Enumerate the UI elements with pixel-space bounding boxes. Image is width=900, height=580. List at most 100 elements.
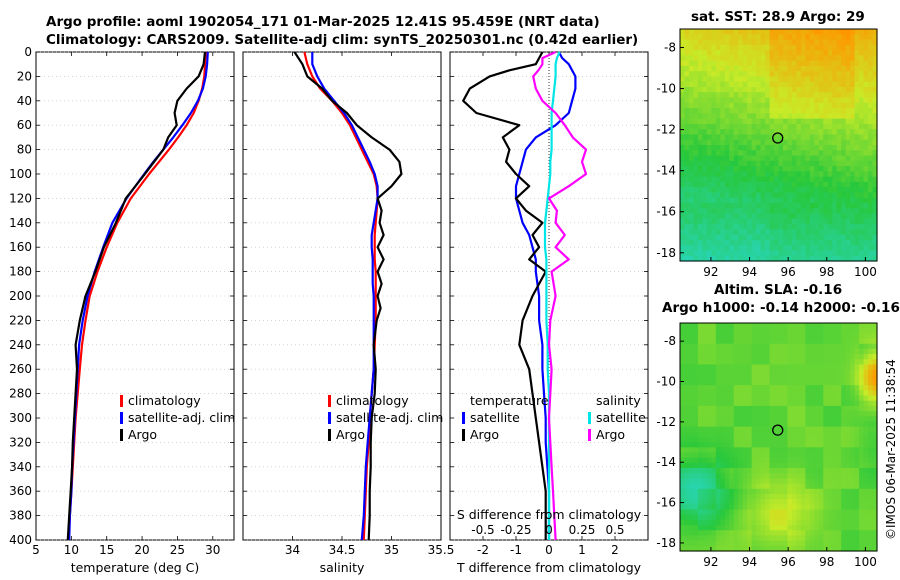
- map-cell: [720, 478, 726, 485]
- map-cell: [693, 192, 699, 199]
- map-cell: [823, 65, 829, 72]
- map-cell: [702, 400, 708, 407]
- map-cell: [854, 468, 860, 474]
- map-cell: [854, 426, 860, 433]
- map-cell: [859, 411, 865, 417]
- map-cell: [724, 333, 730, 340]
- map-cell: [711, 97, 717, 104]
- map-cell: [715, 176, 721, 183]
- map-cell: [823, 50, 829, 56]
- map-cell: [702, 421, 708, 428]
- map-cell: [684, 369, 690, 376]
- map-cell: [760, 134, 766, 141]
- map-cell: [800, 92, 806, 99]
- map-cell: [769, 535, 775, 542]
- map-cell: [711, 81, 717, 88]
- map-cell: [796, 535, 802, 542]
- map-cell: [796, 255, 802, 262]
- map-cell: [805, 229, 811, 236]
- x-tick-label: 94: [742, 265, 757, 279]
- map-cell: [872, 102, 878, 109]
- map-cell: [872, 245, 878, 252]
- map-cell: [733, 139, 739, 146]
- map-cell: [778, 108, 784, 114]
- map-cell: [778, 213, 784, 220]
- map-cell: [805, 359, 811, 366]
- map-cell: [729, 218, 735, 225]
- map-cell: [706, 421, 712, 428]
- map-cell: [814, 197, 820, 204]
- map-cell: [845, 359, 851, 366]
- map-cell: [738, 171, 744, 178]
- map-cell: [724, 81, 730, 88]
- map-cell: [778, 192, 784, 199]
- map-cell: [872, 514, 878, 521]
- map-cell: [769, 139, 775, 146]
- map-cell: [863, 447, 869, 454]
- map-cell: [711, 250, 717, 257]
- x-tick-label: 35: [384, 543, 399, 557]
- map-cell: [782, 224, 789, 230]
- map-cell: [832, 97, 838, 104]
- map-cell: [863, 65, 869, 72]
- map-cell: [827, 234, 833, 241]
- map-cell: [751, 514, 757, 521]
- map-cell: [778, 390, 784, 397]
- map-cell: [747, 108, 753, 114]
- map-cell: [863, 203, 869, 209]
- map-cell: [702, 71, 708, 78]
- map-cell: [769, 499, 775, 505]
- map-cell: [711, 55, 717, 62]
- map-cell: [697, 519, 703, 526]
- map-cell: [715, 102, 721, 109]
- map-cell: [796, 333, 802, 340]
- map-cell: [774, 102, 780, 109]
- map-cell: [733, 447, 739, 454]
- map-cell: [733, 34, 739, 41]
- map-cell: [832, 29, 838, 35]
- map-cell: [841, 364, 847, 371]
- map-cell: [706, 160, 712, 167]
- map-cell: [800, 545, 806, 552]
- map-cell: [850, 102, 856, 109]
- map-cell: [787, 145, 793, 151]
- map-cell: [715, 81, 721, 88]
- map-cell: [688, 218, 695, 225]
- map-cell: [680, 218, 686, 225]
- map-cell: [796, 437, 802, 443]
- map-cell: [706, 411, 712, 417]
- map-cell: [859, 92, 865, 99]
- map-cell: [800, 416, 806, 423]
- map-cell: [769, 405, 775, 412]
- map-cell: [693, 250, 699, 257]
- map-cell: [818, 150, 824, 157]
- map-cell: [756, 150, 762, 157]
- map-cell: [711, 171, 717, 178]
- map-cell: [787, 65, 793, 72]
- series-line-t-satellite: [514, 51, 577, 540]
- map-cell: [841, 535, 847, 542]
- map-cell: [742, 139, 748, 146]
- map-cell: [729, 499, 735, 505]
- map-cell: [872, 97, 878, 104]
- map-cell: [711, 218, 717, 225]
- map-cell: [751, 50, 757, 56]
- map-cell: [765, 374, 771, 381]
- map-cell: [805, 181, 811, 188]
- map-cell: [724, 139, 730, 146]
- map-cell: [760, 473, 766, 480]
- map-cell: [850, 338, 856, 345]
- map-cell: [791, 421, 798, 428]
- map-cell: [872, 405, 878, 412]
- map-cell: [782, 504, 789, 511]
- map-cell: [702, 113, 708, 120]
- map-cell: [688, 380, 695, 386]
- map-cell: [720, 504, 726, 511]
- map-cell: [841, 488, 847, 495]
- map-cell: [805, 504, 811, 511]
- map-cell: [720, 452, 726, 459]
- map-cell: [782, 545, 789, 552]
- map-cell: [720, 447, 726, 454]
- map-cell: [782, 171, 789, 178]
- map-cell: [747, 60, 753, 67]
